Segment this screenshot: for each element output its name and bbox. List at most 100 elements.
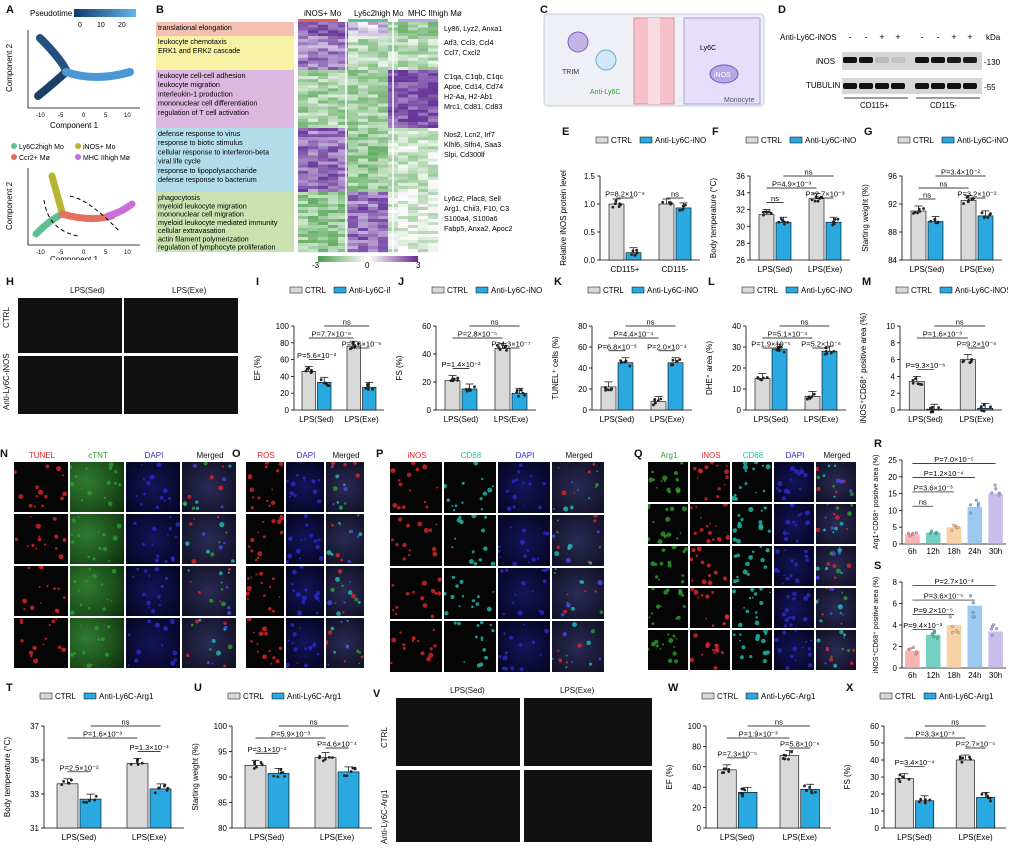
heatmap-cell [348, 124, 359, 129]
data-point [515, 390, 519, 394]
data-point [607, 388, 610, 392]
antibody-label: Anti-Ly6C-iNOS [780, 33, 837, 42]
data-point [974, 498, 978, 502]
heatmap-cell [318, 198, 329, 202]
heatmap-cell [378, 51, 389, 55]
channel-label: iNOS [701, 451, 721, 460]
heatmap-cell [358, 161, 369, 165]
heatmap-cell [418, 45, 429, 49]
heatmap-cell [298, 22, 309, 25]
heatmap-cell [358, 167, 369, 171]
heatmap-cell [338, 243, 349, 247]
heatmap-cell [358, 149, 369, 153]
data-point [353, 344, 357, 347]
stat-annotation: ns [951, 718, 959, 727]
gene-list: Ly86, Lyz2, Anxa1 [444, 24, 502, 33]
heatmap-cell [428, 225, 439, 229]
heatmap-cell [408, 237, 419, 241]
heatmap-cell [418, 234, 429, 238]
heatmap-cell [348, 91, 359, 95]
data-point [135, 758, 139, 762]
pseudotime-tick: 0 [78, 22, 82, 29]
heatmap-cell [298, 185, 309, 190]
heatmap-cell [328, 134, 339, 138]
heatmap-cell [338, 219, 349, 223]
heatmap-cell [318, 36, 329, 40]
heatmap-cell [318, 170, 329, 174]
heatmap-cell [338, 73, 349, 77]
treatment-sign: - [921, 32, 924, 42]
y-tick-label: 10 [732, 385, 741, 394]
heatmap-cell [428, 45, 439, 49]
antibody-label: Anti-Ly6C [590, 89, 620, 96]
heatmap-cell [318, 146, 329, 150]
legend-label: CTRL [761, 136, 782, 145]
heatmap-cell [398, 198, 409, 202]
heatmap-cell [398, 79, 409, 83]
gene-list: Apoe, Cd14, Cd74 [444, 82, 503, 91]
heatmap-cell [358, 243, 369, 247]
heatmap-cell [418, 63, 429, 68]
heatmap-cell [298, 176, 309, 181]
data-point [970, 358, 974, 361]
heatmap-cell [358, 42, 369, 46]
heatmap-cell [318, 228, 329, 232]
y-tick-label: 25 [888, 456, 897, 465]
heatmap-cell [348, 115, 359, 120]
microscopy-image [442, 460, 496, 513]
y-tick-label: 0 [285, 406, 290, 415]
data-point [971, 601, 975, 605]
heatmap-cell [348, 82, 359, 86]
heatmap-cell [398, 134, 409, 138]
data-point [366, 388, 370, 391]
heatmap-cell [378, 121, 389, 126]
heatmap-cell [398, 249, 409, 253]
data-point [968, 503, 973, 507]
heatmap-cell [378, 128, 389, 132]
x-axis-label: Component 1 [50, 121, 99, 130]
data-point [787, 757, 790, 761]
heatmap-cell [378, 192, 389, 196]
heatmap-cell [338, 176, 349, 181]
heatmap-cell [358, 103, 369, 107]
heatmap-cell [318, 27, 329, 31]
gene-list: C1qa, C1qb, C1qc [444, 72, 504, 81]
heatmap-cell [418, 30, 429, 34]
heatmap-cell [408, 195, 419, 199]
heatmap-cell [368, 88, 379, 92]
heatmap-cell [428, 246, 439, 250]
heatmap-cell [308, 45, 319, 49]
row-label: CTRL [2, 307, 11, 328]
heatmap-cell [358, 155, 369, 159]
legend-dot [11, 154, 17, 160]
data-point [933, 217, 937, 221]
data-point [635, 248, 639, 252]
heatmap-cell [318, 240, 329, 244]
heatmap-cell [348, 164, 359, 168]
data-point [681, 207, 685, 211]
data-point [505, 348, 508, 352]
panel-label-t: T [6, 682, 13, 694]
heatmap-cell [328, 216, 339, 220]
inos-band [947, 57, 961, 63]
heatmap-cell [328, 115, 339, 120]
bar [808, 198, 825, 261]
heatmap-cell [338, 128, 349, 132]
heatmap-cell [418, 155, 429, 159]
tubulin-band [843, 83, 857, 89]
heatmap-cell [348, 246, 359, 250]
heatmap-cell [428, 237, 439, 241]
microscopy-image [552, 568, 604, 619]
legend-swatch [83, 692, 97, 700]
data-point [129, 762, 133, 766]
heatmap-cell [328, 201, 339, 205]
heatmap-cell [408, 192, 419, 196]
heatmap-cell [298, 94, 309, 98]
heatmap-cell [368, 51, 379, 55]
data-point [671, 358, 675, 362]
heatmap-cell [378, 207, 389, 211]
heatmap-cell [298, 115, 309, 120]
heatmap-cell [378, 36, 389, 40]
heatmap-cell [328, 164, 339, 168]
